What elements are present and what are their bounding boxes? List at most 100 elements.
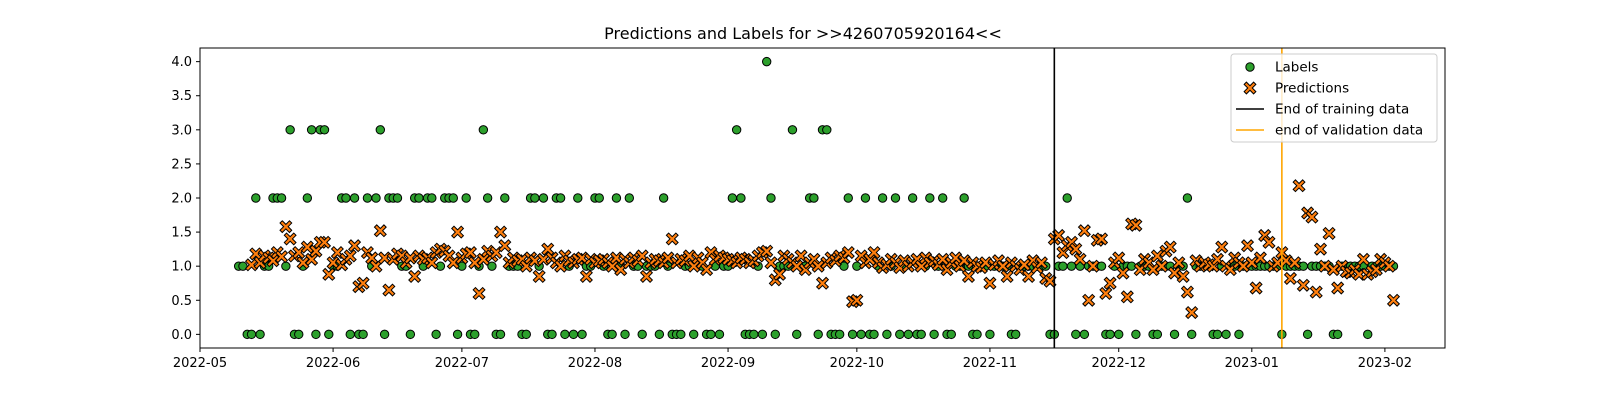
label-point [736, 193, 746, 203]
prediction-point [1382, 259, 1396, 273]
legend-box [1230, 53, 1438, 143]
prediction-point [1245, 256, 1259, 270]
y-tick-label: 4.0 [171, 55, 192, 70]
prediction-point [266, 254, 280, 268]
prediction-point [451, 225, 465, 239]
prediction-point [867, 245, 881, 260]
prediction-point [850, 293, 864, 307]
label-point [452, 329, 463, 340]
prediction-point [1116, 266, 1130, 280]
prediction-point [1210, 252, 1225, 266]
label-point [358, 329, 368, 340]
label-point [1212, 329, 1223, 340]
legend: Labels Predictions End of training data end… [1230, 53, 1438, 143]
label-point [637, 329, 647, 340]
prediction-point [1318, 259, 1332, 273]
label-point [306, 125, 317, 135]
label-point [276, 193, 287, 203]
label-point [689, 329, 699, 340]
label-point [285, 125, 295, 135]
prediction-point [532, 269, 546, 283]
prediction-point [1052, 228, 1066, 243]
prediction-point [815, 276, 830, 290]
prediction-point [936, 252, 950, 266]
prediction-point [1150, 249, 1164, 263]
prediction-point [1077, 224, 1091, 238]
prediction-point [1292, 179, 1306, 193]
prediction-point [1288, 256, 1302, 270]
label-point [813, 329, 823, 340]
prediction-point [1223, 263, 1237, 277]
label-point [431, 329, 441, 340]
x-tick-label: 2023-02 [1358, 356, 1412, 371]
prediction-point [1322, 226, 1336, 241]
x-tick-label: 2022-11 [963, 356, 1017, 371]
label-point [246, 329, 257, 340]
label-point [362, 193, 373, 203]
label-point [946, 329, 956, 340]
prediction-point [300, 240, 314, 254]
prediction-point [979, 256, 993, 270]
prediction-point [1099, 286, 1113, 301]
x-tick-label: 2022-05 [173, 356, 227, 371]
prediction-point [794, 249, 808, 263]
label-point [1058, 261, 1068, 271]
label-point [860, 193, 871, 203]
y-tick-label: 3.5 [171, 89, 192, 104]
prediction-point [1253, 251, 1267, 265]
legend-circle-icon [1245, 62, 1255, 72]
x-tick-label: 2022-07 [435, 356, 489, 371]
prediction-point [249, 247, 263, 261]
prediction-point [330, 245, 344, 260]
prediction-point [326, 256, 340, 270]
prediction-point [493, 225, 508, 239]
label-point [766, 193, 776, 203]
prediction-point [961, 269, 976, 283]
prediction-point [1017, 258, 1031, 272]
prediction-point [1167, 266, 1182, 280]
prediction-point [614, 263, 628, 277]
label-point [1096, 261, 1107, 271]
label-point [929, 329, 939, 340]
label-point [676, 329, 686, 340]
prediction-point [772, 267, 787, 281]
prediction-point [1331, 281, 1345, 295]
prediction-point [356, 276, 370, 290]
prediction-point [687, 259, 701, 273]
label-point [714, 329, 725, 340]
label-point [620, 329, 630, 340]
prediction-point [1249, 281, 1263, 295]
label-point [319, 125, 330, 135]
legend-label: Labels [1275, 60, 1318, 76]
prediction-point [343, 249, 357, 263]
prediction-point [1082, 293, 1096, 307]
label-point [470, 329, 480, 340]
prediction-point [1129, 218, 1143, 232]
prediction-point [811, 259, 825, 273]
label-point [1105, 329, 1115, 340]
prediction-point [790, 259, 804, 273]
legend-validation-end: end of validation data [1236, 123, 1423, 139]
x-tick-label: 2023-01 [1225, 356, 1279, 371]
label-point [890, 193, 901, 203]
label-point [1071, 329, 1081, 340]
prediction-point [1313, 242, 1328, 256]
prediction-point [317, 235, 332, 249]
prediction-point [1073, 252, 1087, 266]
legend-predictions: Predictions [1243, 81, 1349, 97]
prediction-point [244, 258, 259, 272]
label-point [461, 193, 471, 203]
y-tick-label: 2.5 [171, 157, 192, 172]
legend-x-icon [1243, 81, 1257, 95]
prediction-point [1146, 263, 1160, 277]
prediction-point [1103, 276, 1117, 290]
prediction-point [463, 245, 478, 260]
prediction-point [639, 269, 654, 283]
label-point [594, 193, 604, 203]
prediction-point [1356, 252, 1370, 266]
prediction-point [1163, 240, 1177, 254]
prediction-point [760, 244, 774, 258]
label-point [1221, 329, 1231, 340]
label-point [577, 329, 587, 340]
label-point [843, 193, 853, 203]
